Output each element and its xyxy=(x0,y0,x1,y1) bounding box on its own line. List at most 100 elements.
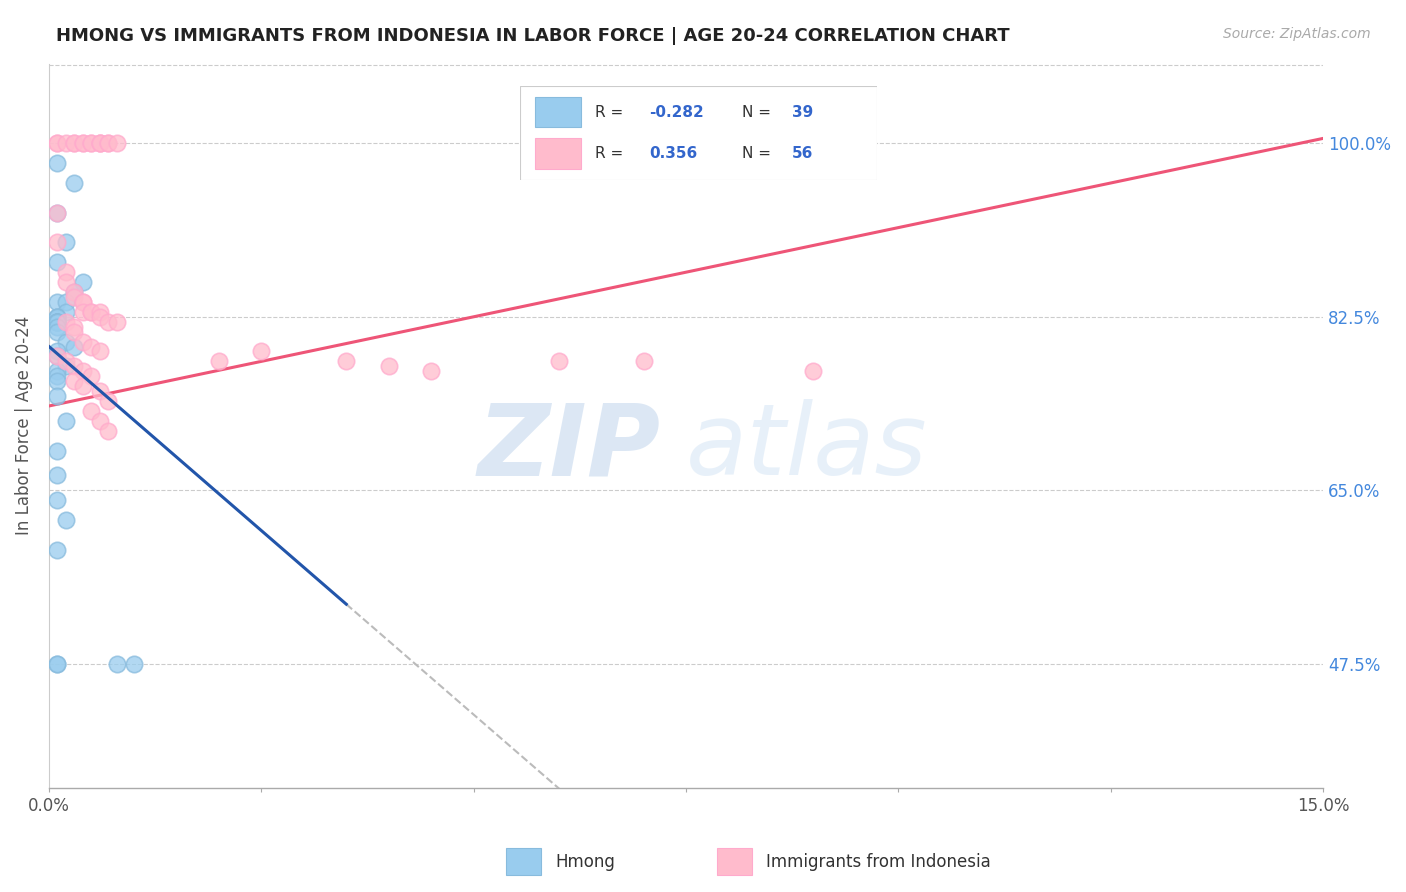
Point xyxy=(46,315,69,329)
Point xyxy=(80,136,103,151)
Point xyxy=(46,205,69,219)
Point xyxy=(46,136,69,151)
Point xyxy=(46,350,69,364)
Point xyxy=(46,657,69,671)
Point xyxy=(63,285,86,299)
Point xyxy=(335,354,357,368)
Point xyxy=(97,136,120,151)
Point xyxy=(80,305,103,319)
Point xyxy=(63,339,86,353)
Point xyxy=(55,294,77,309)
Point xyxy=(46,136,69,151)
Point xyxy=(46,315,69,329)
Point xyxy=(46,657,69,671)
Point xyxy=(105,657,128,671)
Point xyxy=(97,394,120,409)
Point xyxy=(89,136,111,151)
Text: Immigrants from Indonesia: Immigrants from Indonesia xyxy=(766,853,991,871)
Point xyxy=(46,205,69,219)
Point xyxy=(55,136,77,151)
Point xyxy=(46,389,69,403)
Point xyxy=(55,235,77,250)
Point xyxy=(63,290,86,304)
Point xyxy=(46,315,69,329)
Point xyxy=(72,136,94,151)
Point xyxy=(46,350,69,364)
Point xyxy=(803,364,825,378)
Text: Hmong: Hmong xyxy=(555,853,616,871)
Point xyxy=(55,354,77,368)
Point xyxy=(105,136,128,151)
Point xyxy=(72,305,94,319)
Point xyxy=(80,369,103,384)
Text: ZIP: ZIP xyxy=(478,399,661,496)
Point xyxy=(55,315,77,329)
Point xyxy=(55,359,77,374)
Point xyxy=(46,364,69,378)
Point xyxy=(46,325,69,339)
Point xyxy=(63,359,86,374)
Point xyxy=(63,285,86,299)
Point xyxy=(89,344,111,359)
Point xyxy=(547,354,569,368)
Point xyxy=(72,334,94,349)
Text: HMONG VS IMMIGRANTS FROM INDONESIA IN LABOR FORCE | AGE 20-24 CORRELATION CHART: HMONG VS IMMIGRANTS FROM INDONESIA IN LA… xyxy=(56,27,1010,45)
Point xyxy=(89,414,111,428)
Point xyxy=(97,315,120,329)
Point xyxy=(63,136,86,151)
Point xyxy=(72,364,94,378)
Point xyxy=(46,369,69,384)
Point xyxy=(63,136,86,151)
Point xyxy=(72,275,94,289)
Point xyxy=(46,156,69,170)
Point xyxy=(55,334,77,349)
Point xyxy=(122,657,145,671)
Point xyxy=(46,374,69,388)
Bar xyxy=(717,848,752,875)
Point xyxy=(89,384,111,398)
Point xyxy=(72,294,94,309)
Point xyxy=(97,424,120,438)
Point xyxy=(55,275,77,289)
Point xyxy=(55,414,77,428)
Point xyxy=(80,404,103,418)
Bar xyxy=(506,848,541,875)
Point xyxy=(46,493,69,508)
Point xyxy=(89,305,111,319)
Point xyxy=(89,310,111,324)
Point xyxy=(46,443,69,458)
Point xyxy=(55,265,77,279)
Text: atlas: atlas xyxy=(686,399,928,496)
Point xyxy=(105,315,128,329)
Point xyxy=(420,364,443,378)
Point xyxy=(46,310,69,324)
Point xyxy=(46,310,69,324)
Point xyxy=(63,325,86,339)
Point xyxy=(46,235,69,250)
Point xyxy=(377,359,399,374)
Point xyxy=(72,379,94,393)
Point xyxy=(46,542,69,557)
Point xyxy=(89,136,111,151)
Text: Source: ZipAtlas.com: Source: ZipAtlas.com xyxy=(1223,27,1371,41)
Point xyxy=(55,513,77,527)
Point xyxy=(80,305,103,319)
Point xyxy=(89,136,111,151)
Point xyxy=(72,136,94,151)
Point xyxy=(55,305,77,319)
Point xyxy=(63,176,86,190)
Point xyxy=(46,468,69,483)
Point xyxy=(46,310,69,324)
Point xyxy=(633,354,655,368)
Point xyxy=(97,136,120,151)
Point xyxy=(63,374,86,388)
Point xyxy=(46,319,69,334)
Point xyxy=(46,315,69,329)
Point xyxy=(46,315,69,329)
Point xyxy=(46,294,69,309)
Point xyxy=(63,319,86,334)
Point xyxy=(80,339,103,353)
Point xyxy=(250,344,273,359)
Point xyxy=(46,255,69,269)
Point xyxy=(80,136,103,151)
